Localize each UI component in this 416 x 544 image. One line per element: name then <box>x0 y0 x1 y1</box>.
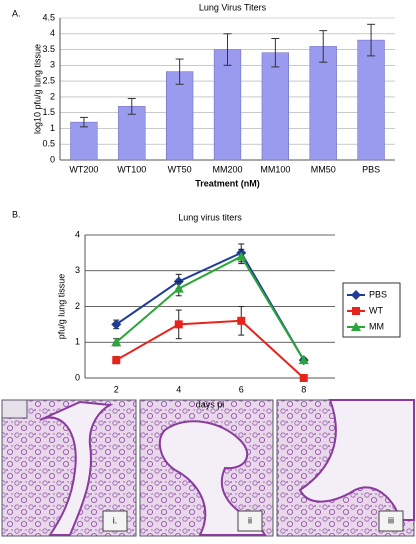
legend-label: MM <box>369 321 384 331</box>
x-tick-label: WT50 <box>168 164 192 174</box>
bar <box>70 121 98 161</box>
x-tick-label: WT100 <box>117 164 146 174</box>
panel-label: A. <box>12 8 21 18</box>
x-tick-label: MM200 <box>212 164 242 174</box>
micrograph <box>276 399 415 537</box>
marker <box>112 356 121 365</box>
bar <box>261 52 290 161</box>
y-axis-label: log10 pfu/g lung tissue <box>32 44 42 134</box>
y-tick-label: 0.5 <box>42 139 55 149</box>
x-axis-label: days pi <box>196 399 225 409</box>
marker <box>351 322 361 331</box>
x-tick-label: MM50 <box>311 164 336 174</box>
x-tick-label: 2 <box>114 384 119 394</box>
legend-label: PBS <box>369 289 387 299</box>
y-tick-label: 2 <box>75 301 80 311</box>
marker <box>298 355 309 365</box>
marker <box>111 337 122 347</box>
series-line <box>115 255 305 361</box>
marker <box>237 316 246 325</box>
y-tick-label: 3 <box>75 265 80 275</box>
y-tick-label: 0 <box>75 372 80 382</box>
panel-label: B. <box>12 209 21 219</box>
x-tick-label: 6 <box>239 384 244 394</box>
y-axis-label: pfu/g lung tissue <box>56 274 66 340</box>
marker <box>299 374 308 382</box>
chart-title: Lung Virus Titers <box>199 2 267 12</box>
x-tick-label: MM100 <box>260 164 290 174</box>
bar <box>165 71 194 161</box>
marker <box>352 307 360 315</box>
image-label: iii <box>388 515 394 525</box>
y-tick-label: 0 <box>50 154 55 164</box>
y-tick-label: 3 <box>50 60 55 70</box>
image-label-box <box>378 510 404 532</box>
x-tick-label: PBS <box>362 164 380 174</box>
y-tick-label: 4 <box>75 229 80 239</box>
bar <box>213 49 242 161</box>
image-label-box <box>102 510 128 532</box>
x-tick-label: 8 <box>301 384 306 394</box>
marker <box>174 320 183 329</box>
bar <box>309 46 337 161</box>
marker <box>351 290 361 300</box>
y-tick-label: 4.5 <box>42 12 55 22</box>
y-tick-label: 2.5 <box>42 75 55 85</box>
series-line <box>115 319 305 379</box>
chart-title: Lung virus titers <box>178 212 242 222</box>
y-tick-label: 2 <box>50 91 55 101</box>
y-tick-label: 4 <box>50 28 55 38</box>
image-label: i. <box>113 515 118 525</box>
y-tick-label: 1 <box>75 337 80 347</box>
bar <box>118 106 146 161</box>
bar <box>357 39 385 161</box>
marker <box>236 251 247 261</box>
y-tick-label: 3.5 <box>42 44 55 54</box>
x-tick-label: WT200 <box>69 164 98 174</box>
marker <box>173 283 184 293</box>
image-label: ii <box>248 515 252 525</box>
marker <box>111 319 122 330</box>
x-tick-label: 4 <box>176 384 181 394</box>
legend-label: WT <box>369 305 383 315</box>
image-label-box <box>237 510 263 532</box>
y-tick-label: 1 <box>50 123 55 133</box>
y-tick-label: 1.5 <box>42 107 55 117</box>
x-axis-label: Treatment (nM) <box>195 178 260 188</box>
